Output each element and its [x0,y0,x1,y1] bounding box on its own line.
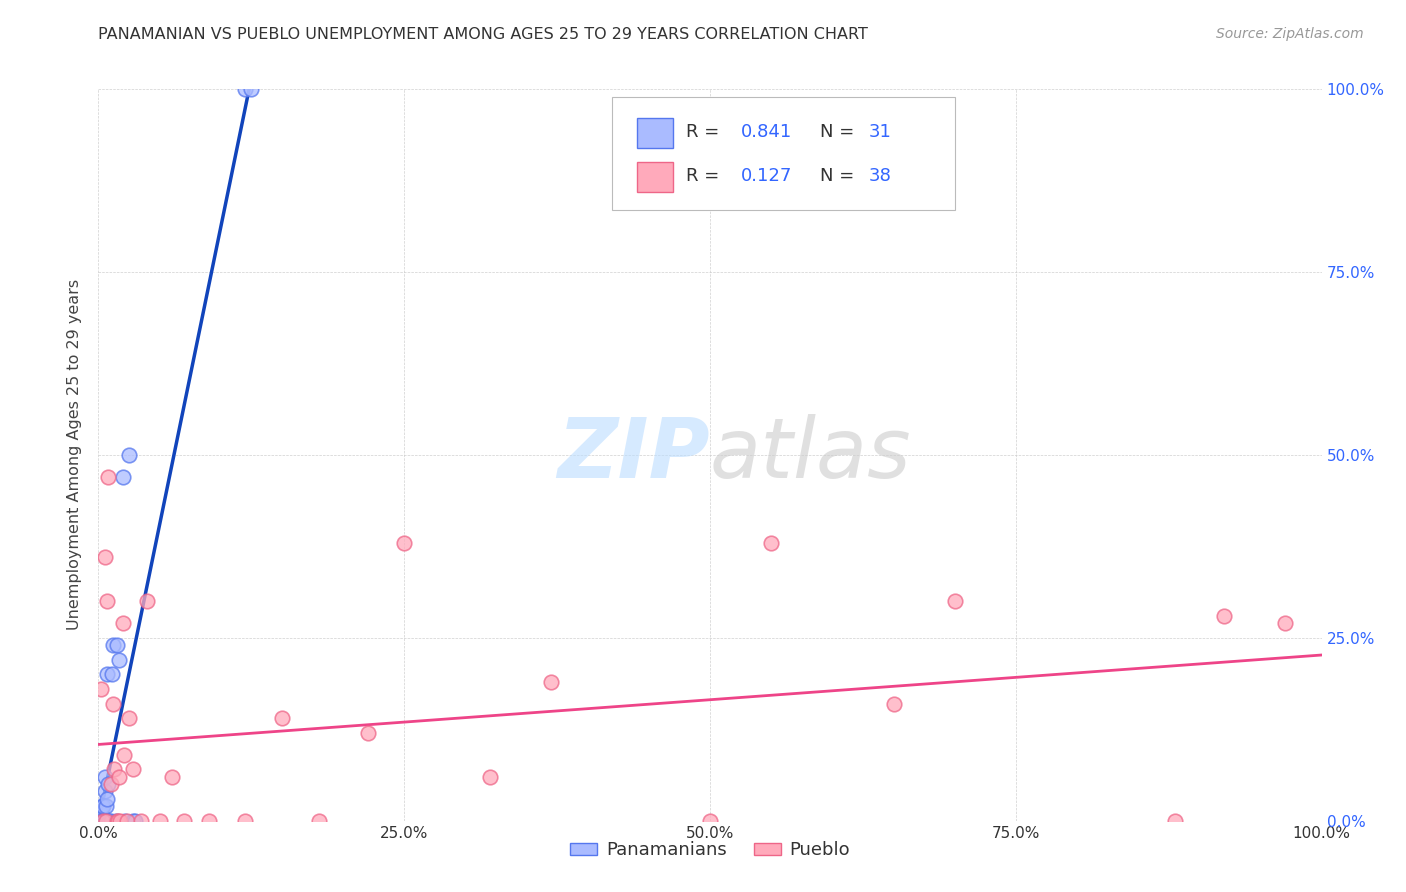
Point [356,726,378,740]
Point [111,470,134,484]
Point [105,638,128,652]
Text: 0.841: 0.841 [741,122,792,141]
Point [129,814,152,828]
Point [94,799,117,814]
Point [118,711,141,725]
Point [94,814,117,828]
Point [943,594,966,608]
Point [160,770,183,784]
Point [1212,608,1234,623]
Point [93,550,115,565]
Point [124,814,146,828]
Point [91,799,114,814]
Point [91,814,114,828]
Point [94,814,117,828]
Point [115,814,138,828]
Point [136,594,159,608]
Point [112,747,135,762]
Text: N =: N = [820,122,860,141]
Point [699,814,721,828]
Text: N =: N = [820,167,860,185]
Point [108,770,131,784]
Point [97,777,120,791]
Point [118,448,141,462]
Point [105,814,128,828]
Point [1164,814,1187,828]
Point [121,814,143,828]
Point [540,674,562,689]
Point [101,667,124,681]
Text: 31: 31 [869,122,891,141]
Legend: Panamanians, Pueblo: Panamanians, Pueblo [562,834,858,866]
Point [93,770,115,784]
Point [240,82,263,96]
FancyBboxPatch shape [637,119,673,148]
Point [93,814,115,828]
Point [100,814,122,828]
Point [91,814,114,828]
Text: 38: 38 [869,167,891,185]
Point [110,814,132,828]
Point [233,82,256,96]
Text: PANAMANIAN VS PUEBLO UNEMPLOYMENT AMONG AGES 25 TO 29 YEARS CORRELATION CHART: PANAMANIAN VS PUEBLO UNEMPLOYMENT AMONG … [98,27,869,42]
Point [97,814,120,828]
Point [91,814,114,828]
Point [100,777,122,791]
Point [173,814,195,828]
Point [96,594,118,608]
Point [149,814,172,828]
Point [111,616,134,631]
Text: Source: ZipAtlas.com: Source: ZipAtlas.com [1216,27,1364,41]
Point [96,667,118,681]
Point [98,814,121,828]
Point [90,681,112,696]
Text: atlas: atlas [710,415,911,495]
Point [761,535,783,549]
Point [91,799,114,814]
Point [96,791,118,805]
Point [91,814,114,828]
Point [883,697,905,711]
Point [104,814,127,828]
Point [308,814,330,828]
Y-axis label: Unemployment Among Ages 25 to 29 years: Unemployment Among Ages 25 to 29 years [67,279,83,631]
Point [233,814,256,828]
FancyBboxPatch shape [612,96,955,210]
Text: R =: R = [686,122,724,141]
Point [114,814,136,828]
Text: ZIP: ZIP [557,415,710,495]
Point [93,784,115,798]
Point [108,653,131,667]
Point [478,770,501,784]
Point [270,711,294,725]
FancyBboxPatch shape [637,162,673,192]
Point [121,763,143,777]
Point [107,814,129,828]
Point [90,814,112,828]
Point [197,814,219,828]
Point [101,697,124,711]
Text: 0.127: 0.127 [741,167,792,185]
Point [91,814,114,828]
Point [101,638,124,652]
Point [90,806,112,821]
Text: R =: R = [686,167,724,185]
Point [103,763,125,777]
Point [392,535,416,549]
Point [97,470,120,484]
Point [1274,616,1296,631]
